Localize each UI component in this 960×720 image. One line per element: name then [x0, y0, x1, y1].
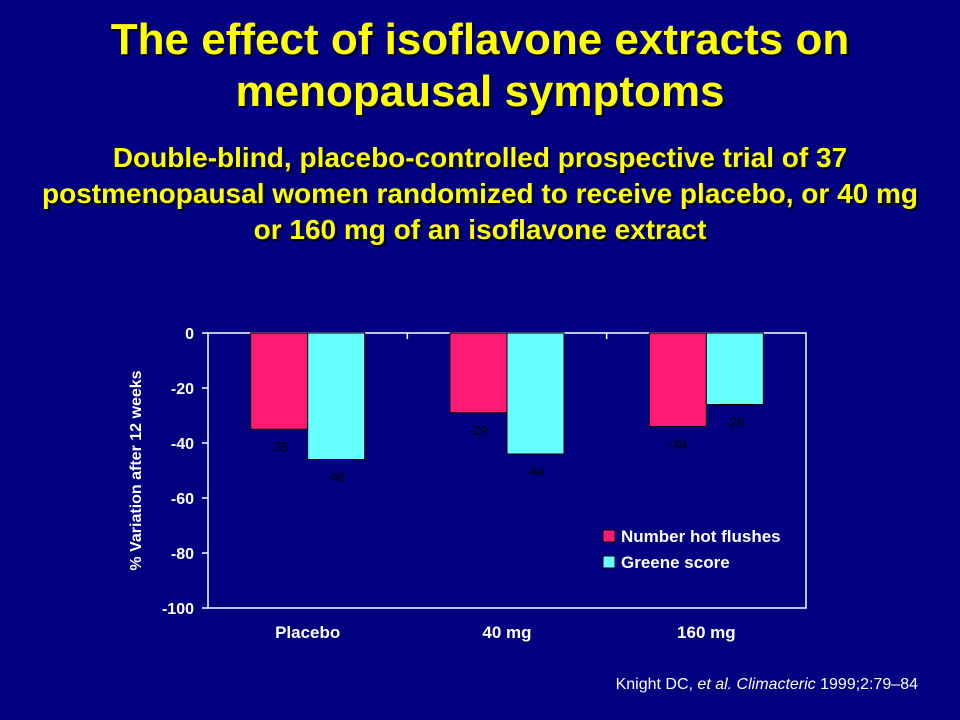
bar-greene-score	[307, 332, 366, 460]
x-tick-label: 40 mg	[482, 623, 531, 642]
data-label: -35	[270, 439, 289, 454]
data-label: -34	[668, 437, 687, 452]
bar-hot-flushes	[449, 332, 508, 414]
data-label: -29	[469, 423, 488, 438]
legend-swatch	[602, 529, 616, 543]
y-tick-label: -80	[171, 546, 194, 563]
bar-hot-flushes	[648, 332, 707, 427]
bar-chart: 0 -20 -40 -60 -80 -100 % Variation after 12 we…	[128, 326, 807, 642]
data-label: -26	[725, 415, 744, 430]
bar-greene-score	[705, 332, 764, 405]
slide-subtitle: Double-blind, placebo-controlled prospec…	[42, 142, 918, 245]
legend-label: Greene score	[621, 553, 730, 572]
bar-hot-flushes	[250, 332, 309, 430]
y-tick-label: -20	[171, 381, 194, 398]
citation-authors: Knight DC,	[615, 676, 698, 693]
data-label: -46	[327, 470, 346, 485]
citation-etal: et al. Climacteric	[697, 676, 816, 693]
citation-ref: 1999;2:79–84	[815, 676, 918, 693]
y-axis-label: % Variation after 12 weeks	[128, 370, 145, 570]
legend-label: Number hot flushes	[621, 527, 781, 546]
y-tick-label: -100	[162, 601, 194, 618]
x-tick-label: 160 mg	[677, 623, 736, 642]
legend-swatch	[602, 555, 616, 569]
y-tick-label: 0	[185, 326, 194, 343]
x-tick-label: Placebo	[275, 623, 340, 642]
citation: Knight DC, et al. Climacteric 1999;2:79–…	[616, 676, 918, 694]
data-label: -44	[526, 464, 545, 479]
bar-greene-score	[506, 332, 565, 455]
slide-title: The effect of isoflavone extracts on men…	[110, 15, 850, 116]
y-tick-label: -60	[171, 491, 194, 508]
y-tick-label: -40	[171, 436, 194, 453]
